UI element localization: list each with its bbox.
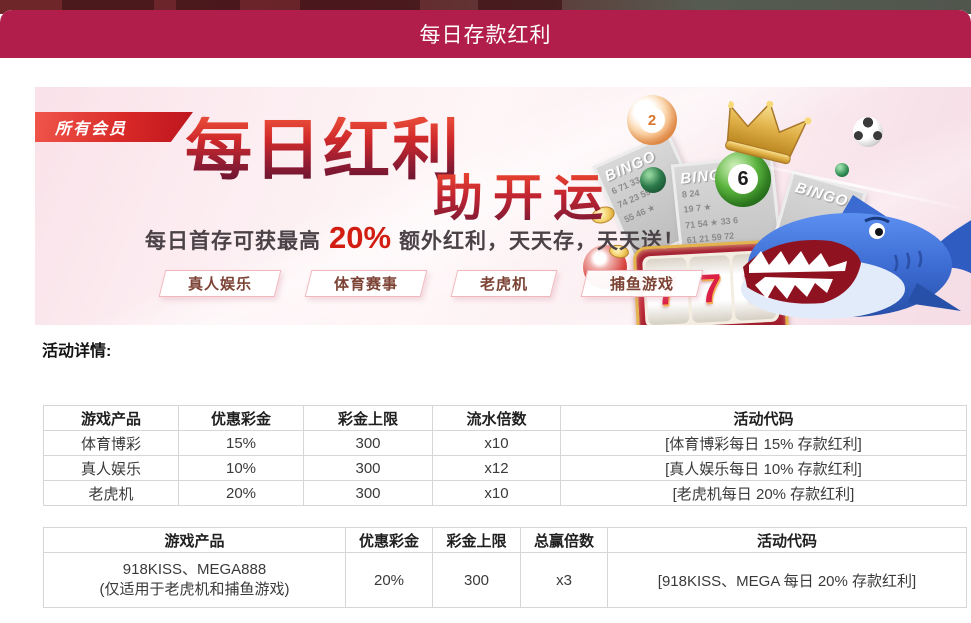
table-row: 体育博彩 15% 300 x10 [体育博彩每日 15% 存款红利] [43, 430, 967, 456]
shark-mascot [741, 195, 971, 319]
small-green-ball [835, 163, 849, 177]
product-cell: 918KISS、MEGA888 (仅适用于老虎机和捕鱼游戏) [43, 552, 346, 608]
table-header-row: 游戏产品 优惠彩金 彩金上限 流水倍数 活动代码 [43, 405, 967, 431]
lottery-ball-6: 6 [715, 151, 771, 207]
tagline-prefix: 每日首存可获最高 [145, 230, 321, 253]
tag-slots[interactable]: 老虎机 [450, 270, 558, 297]
table-header-row: 游戏产品 优惠彩金 彩金上限 总赢倍数 活动代码 [43, 527, 967, 553]
backdrop-blur [176, 0, 240, 10]
football-icon [853, 117, 883, 147]
tag-live-casino[interactable]: 真人娱乐 [158, 270, 282, 297]
category-tags: 真人娱乐 体育赛事 老虎机 捕鱼游戏 [158, 270, 704, 297]
col-total-win: 总赢倍数 [520, 527, 608, 553]
ribbon-label: 所有会员 [55, 121, 128, 138]
table-row: 真人娱乐 10% 300 x12 [真人娱乐每日 10% 存款红利] [43, 455, 967, 481]
banner-tagline: 每日首存可获最高 20% 额外红利，天天存，天天送！ [145, 220, 685, 256]
bonus-table-918kiss: 游戏产品 优惠彩金 彩金上限 总赢倍数 活动代码 918KISS、MEGA888… [43, 527, 967, 608]
tag-sports[interactable]: 体育赛事 [304, 270, 428, 297]
crown-icon [725, 100, 812, 165]
col-code: 活动代码 [607, 527, 967, 553]
table-row: 918KISS、MEGA888 (仅适用于老虎机和捕鱼游戏) 20% 300 x… [43, 552, 967, 608]
tagline-percent: 20% [329, 220, 392, 255]
col-bonus: 优惠彩金 [178, 405, 304, 431]
col-cap: 彩金上限 [303, 405, 433, 431]
modal-header: 每日存款红利 [0, 10, 971, 58]
promo-banner: 所有会员 每日红利 助开运 每日首存可获最高 20% 额外红利，天天存，天天送！… [35, 87, 971, 325]
green-marble [640, 167, 666, 193]
table-row: 老虎机 20% 300 x10 [老虎机每日 20% 存款红利] [43, 480, 967, 506]
backdrop-blur [62, 0, 154, 10]
tag-fishing[interactable]: 捕鱼游戏 [580, 270, 704, 297]
members-ribbon: 所有会员 [35, 112, 193, 142]
col-turnover: 流水倍数 [432, 405, 561, 431]
bonus-table-main: 游戏产品 优惠彩金 彩金上限 流水倍数 活动代码 体育博彩 15% 300 x1… [43, 405, 967, 506]
col-bonus: 优惠彩金 [345, 527, 433, 553]
promo-modal: 每日存款红利 所有会员 每日红利 助开运 每日首存可获最高 20% 额外红利，天… [0, 10, 971, 623]
banner-title: 每日红利 [185, 113, 461, 188]
backdrop-blur [478, 0, 562, 10]
col-code: 活动代码 [560, 405, 967, 431]
col-product: 游戏产品 [43, 527, 346, 553]
backdrop-blur [300, 0, 420, 10]
page-title: 每日存款红利 [419, 24, 552, 47]
banner-subtitle: 助开运 [433, 170, 613, 226]
details-heading: 活动详情: [42, 343, 112, 360]
tagline-suffix: 额外红利，天天存，天天送！ [399, 230, 686, 253]
bingo-ball-2: 2 [627, 95, 677, 145]
col-cap: 彩金上限 [432, 527, 521, 553]
col-product: 游戏产品 [43, 405, 179, 431]
